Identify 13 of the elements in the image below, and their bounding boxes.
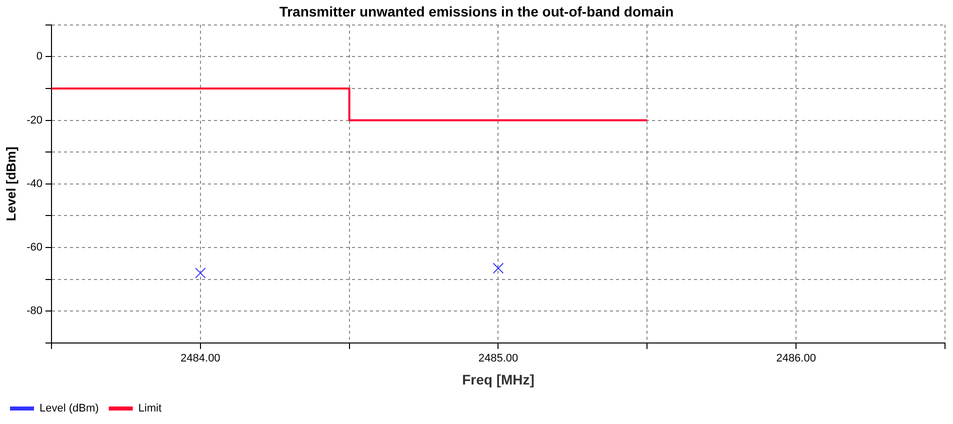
x-tick-label: 2486.00 bbox=[776, 352, 816, 365]
legend-label: Limit bbox=[138, 402, 162, 415]
chart-title: Transmitter unwanted emissions in the out-of-band domain bbox=[279, 3, 674, 20]
y-tick-label: -80 bbox=[26, 305, 42, 318]
legend-label: Level (dBm) bbox=[40, 402, 99, 415]
y-tick-label: -60 bbox=[26, 242, 42, 254]
y-tick-label: 0 bbox=[36, 50, 42, 63]
y-tick-label: -40 bbox=[26, 178, 42, 190]
x-tick-label: 2485.00 bbox=[478, 352, 518, 365]
x-axis-title: Freq [MHz] bbox=[462, 371, 534, 388]
y-axis-title: Level [dBm] bbox=[3, 146, 18, 222]
x-tick-label: 2484.00 bbox=[180, 352, 220, 365]
y-tick-label: -20 bbox=[26, 114, 42, 126]
